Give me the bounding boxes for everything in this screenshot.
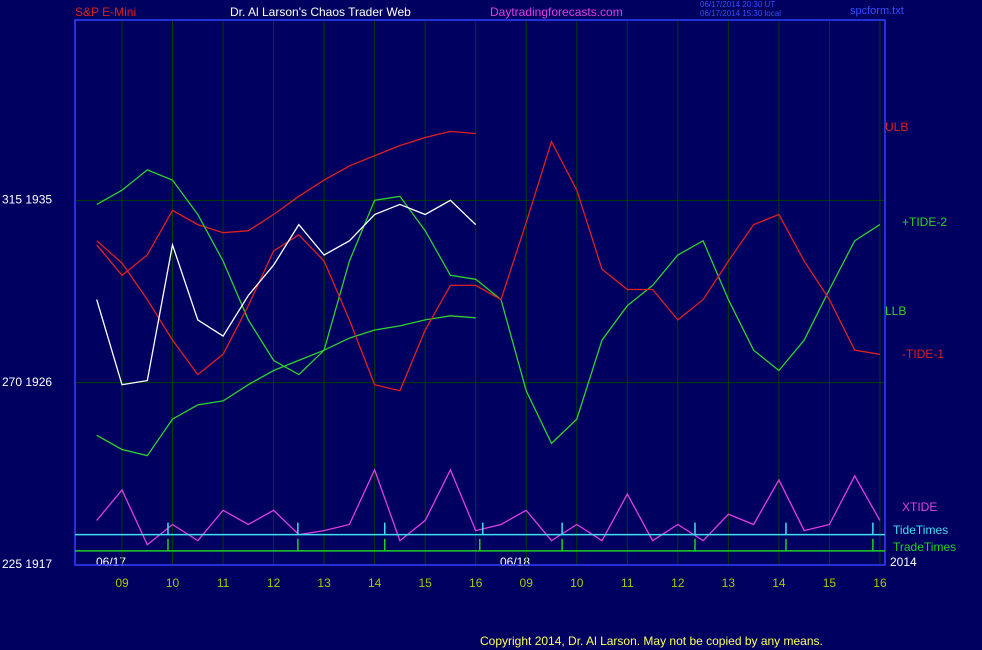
x-tick-label: 16 bbox=[469, 576, 483, 590]
x-tick-label: 12 bbox=[671, 576, 685, 590]
x-tick-label: 12 bbox=[267, 576, 281, 590]
x-tick-label: 14 bbox=[772, 576, 786, 590]
x-tick-label: 16 bbox=[873, 576, 887, 590]
file-name: spcform.txt bbox=[850, 5, 904, 17]
x-tick-label: 15 bbox=[823, 576, 837, 590]
x-tick-label: 11 bbox=[621, 576, 634, 590]
timestamp: 06/17/2014 20:30 UT bbox=[700, 0, 775, 9]
legend-label: TideTimes bbox=[893, 523, 948, 537]
legend-label: TradeTimes bbox=[893, 540, 956, 554]
legend-label: XTIDE bbox=[902, 500, 937, 514]
series-line bbox=[96, 139, 881, 392]
x-tick-label: 09 bbox=[115, 576, 129, 590]
series-line bbox=[96, 130, 476, 277]
x-tick-label: 15 bbox=[418, 576, 432, 590]
x-tick-label: 10 bbox=[570, 576, 584, 590]
website: Daytradingforecasts.com bbox=[490, 5, 623, 19]
timestamp: 06/17/2014 15:30 local bbox=[700, 9, 781, 18]
copyright: Copyright 2014, Dr. Al Larson. May not b… bbox=[480, 634, 823, 648]
x-tick-label: 11 bbox=[217, 576, 230, 590]
x-tick-label: 13 bbox=[722, 576, 736, 590]
date-label: 2014 bbox=[890, 555, 917, 569]
series-line bbox=[96, 199, 477, 386]
x-tick-label: 14 bbox=[368, 576, 382, 590]
series-line bbox=[96, 169, 881, 445]
series-line bbox=[96, 315, 476, 457]
legend-label: -TIDE-1 bbox=[902, 347, 944, 361]
plot-frame bbox=[74, 19, 886, 566]
x-tick-label: 13 bbox=[317, 576, 331, 590]
y-tick-label: 270 1926 bbox=[2, 375, 52, 389]
x-tick-label: 10 bbox=[166, 576, 180, 590]
y-tick-label: 315 1935 bbox=[2, 192, 52, 206]
legend-label: ULB bbox=[885, 120, 908, 134]
legend-label: LLB bbox=[885, 304, 906, 318]
x-tick-label: 09 bbox=[520, 576, 534, 590]
instrument: S&P E-Mini bbox=[75, 5, 136, 19]
series-line bbox=[96, 468, 881, 546]
legend-label: +TIDE-2 bbox=[902, 215, 947, 229]
y-tick-label: 225 1917 bbox=[2, 557, 52, 571]
chart-title: Dr. Al Larson's Chaos Trader Web bbox=[230, 5, 411, 19]
